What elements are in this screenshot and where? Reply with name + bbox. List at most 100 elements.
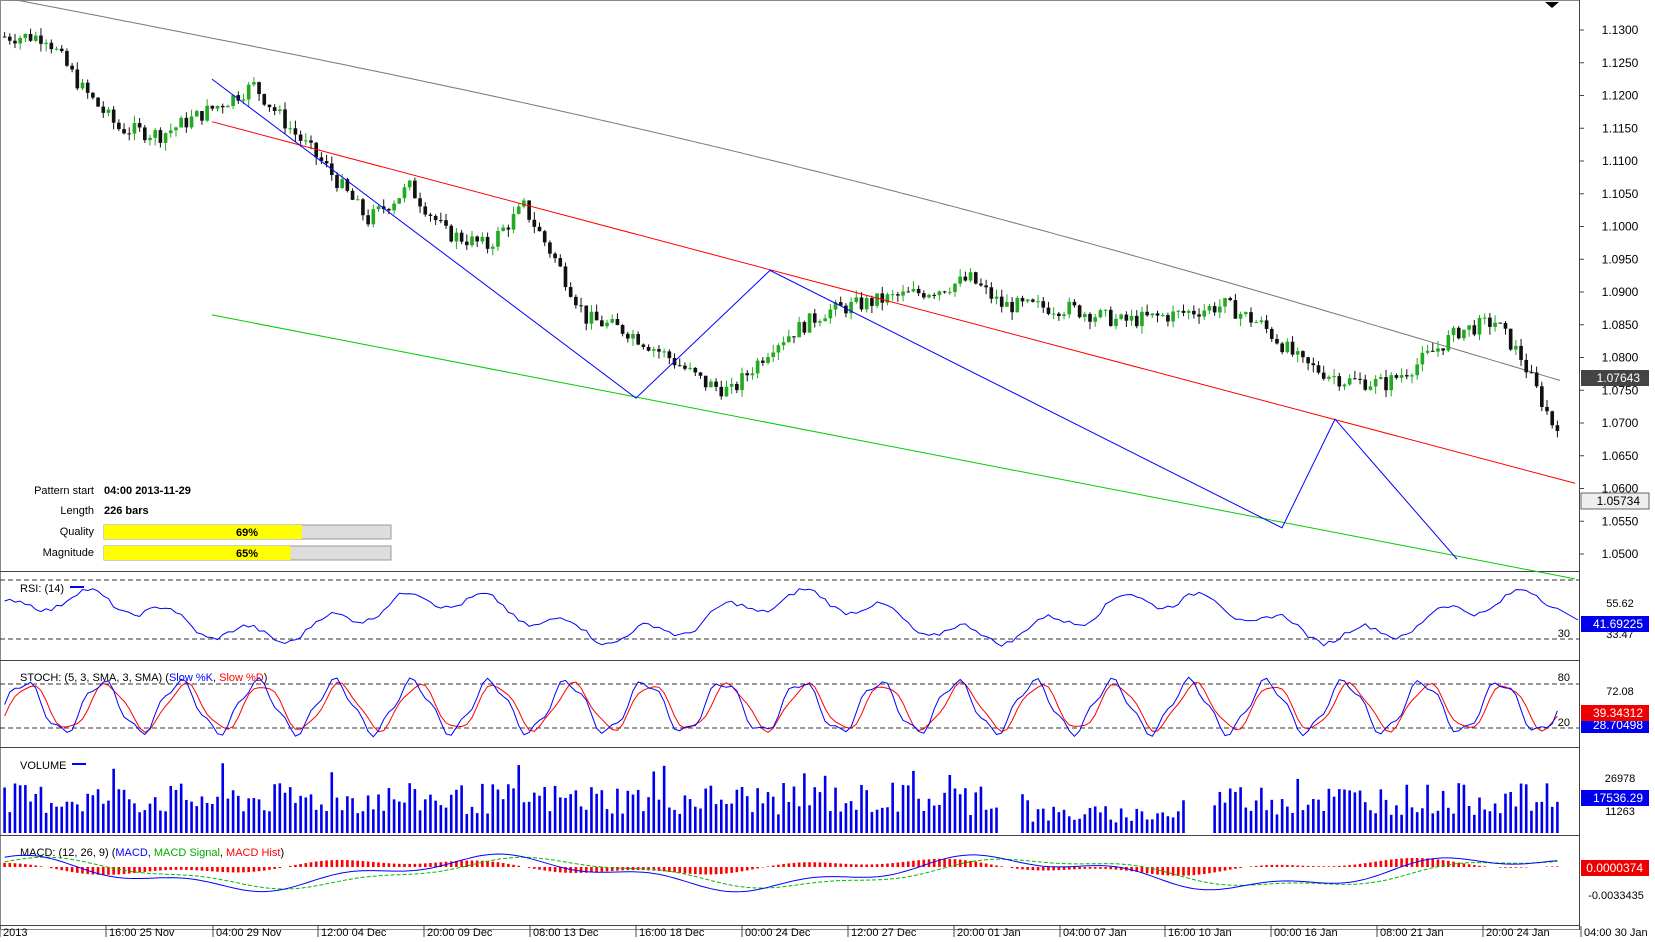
macd-hist-bar: [1291, 865, 1294, 867]
price-tick-label: 1.1000: [1602, 220, 1639, 234]
candle-up: [1114, 319, 1118, 326]
volume-bar: [725, 804, 728, 833]
macd-hist-bar: [741, 867, 744, 871]
candle-down: [200, 111, 204, 121]
volume-bar: [211, 804, 214, 833]
macd-hist-bar: [1260, 865, 1263, 867]
candle-up: [875, 293, 879, 306]
candle-down: [574, 297, 578, 305]
macd-hist-bar: [839, 864, 842, 867]
macd-hist-bar: [985, 863, 988, 867]
volume-bar: [1416, 812, 1419, 833]
candle-down: [1291, 342, 1295, 355]
moving-average-layer: [2, 0, 1560, 380]
volume-bar: [263, 810, 266, 833]
volume-bar: [133, 803, 136, 833]
macd-hist-bar: [1208, 867, 1211, 873]
candle-down: [1234, 300, 1238, 319]
candle-up: [1036, 301, 1040, 302]
candle-up: [1223, 298, 1227, 307]
volume-bar: [107, 801, 110, 833]
macd-hist-bar: [377, 862, 380, 867]
volume-bar: [1276, 814, 1279, 833]
candle-down: [1213, 306, 1217, 312]
candle-up: [771, 353, 775, 357]
candle-down: [1135, 316, 1139, 326]
macd-hist-bar: [216, 867, 219, 872]
volume-bar: [1156, 813, 1159, 833]
moving-average-line: [2, 0, 1560, 380]
volume-bar: [164, 811, 167, 833]
scroll-marker-icon[interactable]: [1545, 2, 1559, 8]
volume-bar: [445, 808, 448, 833]
candle-down: [8, 37, 12, 41]
candle-down: [1337, 376, 1341, 386]
time-axis-label: 08:00 13 Dec: [533, 927, 599, 937]
macd-hist-bar: [1468, 864, 1471, 867]
macd-hist-bar: [408, 864, 411, 867]
volume-bar: [538, 796, 541, 833]
volume-current-value: 17536.29: [1593, 791, 1643, 805]
volume-bar: [1478, 798, 1481, 833]
candle-down: [1275, 339, 1279, 344]
candle-up: [787, 336, 791, 342]
volume-bar: [606, 809, 609, 833]
volume-bar: [123, 790, 126, 833]
stoch-level-high-label: 80: [1558, 672, 1570, 684]
rsi-level-label: 30: [1558, 628, 1570, 640]
macd-hist-bar: [1354, 865, 1357, 867]
macd-hist-bar: [533, 867, 536, 869]
zigzag-line: [212, 79, 1457, 559]
macd-hist-bar: [50, 867, 53, 868]
candle-up: [1327, 377, 1331, 379]
price-tick-label: 1.0700: [1602, 416, 1639, 430]
macd-hist-bar: [798, 863, 801, 867]
candle-down: [1384, 377, 1388, 390]
macd-hist-bar: [1312, 866, 1315, 867]
volume-bar: [149, 804, 152, 833]
candles-layer: [3, 28, 1559, 437]
volume-bar: [1213, 805, 1216, 833]
volume-bar: [330, 772, 333, 833]
candle-up: [901, 292, 905, 296]
candle-down: [283, 109, 287, 128]
candle-up: [377, 206, 381, 209]
volume-bar: [601, 790, 604, 833]
volume-bar: [912, 771, 915, 833]
volume-bar: [227, 799, 230, 833]
volume-bar: [658, 800, 661, 833]
candle-down: [434, 216, 438, 220]
candle-up: [522, 200, 526, 206]
macd-hist-bar: [382, 863, 385, 867]
volume-bar: [502, 799, 505, 833]
macd-hist-bar: [289, 866, 292, 867]
volume-bar: [92, 795, 95, 833]
volume-bar: [668, 808, 671, 833]
volume-bar: [948, 775, 951, 833]
candle-down: [418, 198, 422, 206]
candle-down: [704, 376, 708, 387]
volume-bar: [221, 763, 224, 833]
volume-bar: [595, 794, 598, 833]
volume-bar: [66, 802, 69, 833]
candle-down: [1041, 301, 1045, 307]
candle-up: [740, 373, 744, 390]
candle-down: [101, 107, 105, 113]
macd-tick-low: -0.0033435: [1588, 890, 1644, 902]
macd-hist-bar: [356, 861, 359, 867]
time-axis-label: 20:00 01 Jan: [957, 927, 1021, 937]
quality-value: 69%: [236, 527, 258, 539]
volume-bar: [1286, 807, 1289, 833]
volume-bar: [933, 806, 936, 833]
candle-up: [1478, 318, 1482, 335]
stoch-title: STOCH: (5, 3, SMA, 3, SMA) (Slow %K, Slo…: [20, 672, 267, 684]
candle-down: [917, 289, 921, 293]
volume-bar: [97, 789, 100, 833]
candle-down: [1353, 378, 1357, 379]
macd-hist-bar: [1078, 867, 1081, 869]
macd-hist-bar: [1094, 867, 1097, 869]
macd-hist-bar: [580, 867, 583, 873]
candle-up: [709, 382, 713, 388]
volume-bar: [253, 798, 256, 833]
candle-down: [1472, 325, 1476, 334]
